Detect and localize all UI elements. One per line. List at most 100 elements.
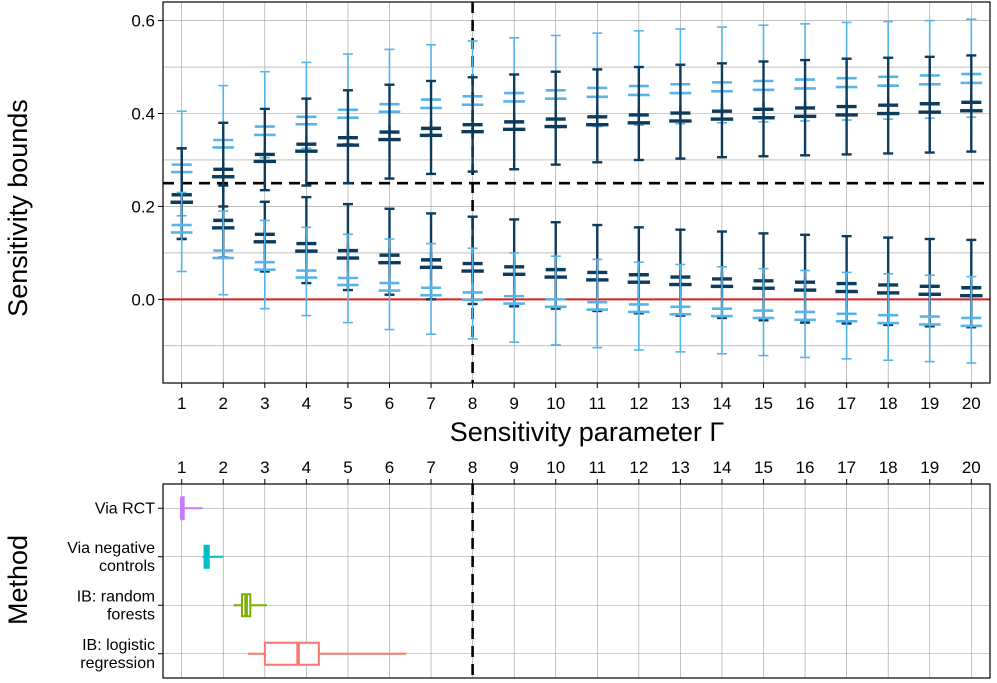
x-tick-label: 3: [260, 458, 269, 477]
y-tick-label: 0.6: [131, 12, 155, 31]
x-tick-label: 10: [546, 394, 565, 413]
box-lower-light: [752, 267, 775, 357]
box-body: [212, 256, 235, 260]
box-upper-dark: [253, 107, 277, 192]
x-tick-label: 7: [426, 458, 435, 477]
box-lower-light: [918, 274, 941, 363]
box-body: [711, 314, 733, 318]
method-label: IB: random forests: [77, 588, 155, 623]
box-lower-light: [711, 266, 733, 355]
x-tick-label: 5: [343, 394, 352, 413]
method-box: [202, 544, 224, 569]
box-upper-dark: [544, 70, 567, 166]
x-tick-label: 12: [629, 394, 648, 413]
y-tick-label: 0.0: [131, 290, 155, 309]
box-body: [502, 127, 526, 132]
x-tick-label: 15: [754, 394, 773, 413]
box-lower-light: [503, 252, 525, 343]
box-body: [586, 122, 609, 127]
bottom-panel: 1 2 3 4 5 6 7 8 9 10 11 12 13 14 15 16 17 18 19 20 Via RCTV…: [3, 458, 991, 679]
box-upper-dark: [876, 56, 900, 155]
box-body: [461, 129, 484, 134]
method-box: [179, 496, 203, 521]
method-label-line: IB: random: [77, 588, 155, 605]
x-tick-label: 2: [219, 458, 228, 477]
method-label: Via negative controls: [67, 540, 155, 575]
method-box: [248, 641, 407, 666]
method-labels: Via RCT Via negative controls IB: random for…: [67, 500, 163, 672]
x-tick-label: 8: [468, 394, 477, 413]
x-axis-label: Sensitivity parameter Γ: [450, 417, 725, 447]
x-tick-label: 6: [385, 394, 394, 413]
box-lower-light: [295, 226, 318, 317]
box-body: [835, 113, 858, 117]
box-upper-dark: [336, 89, 360, 185]
box-body: [752, 316, 775, 320]
box-body: [960, 324, 983, 328]
box-body: [835, 319, 858, 323]
box-lower-light: [378, 238, 401, 331]
x-tick-label: 1: [177, 458, 186, 477]
y-axis-label: Sensitivity bounds: [3, 99, 33, 317]
box-lower-light: [212, 210, 235, 296]
box-lower-light: [628, 261, 650, 351]
box-body: [254, 268, 276, 271]
method-box: [233, 593, 267, 618]
box-body: [544, 124, 567, 129]
box-body: [710, 117, 734, 121]
box-upper-dark: [752, 60, 775, 158]
box-body: [876, 111, 900, 116]
box-upper-dark: [502, 73, 526, 171]
box-upper-dark: [710, 62, 734, 159]
box-upper-dark: [378, 83, 401, 180]
x-tick-label: 11: [588, 394, 606, 413]
box-lower-light: [794, 269, 816, 359]
box-body: [752, 116, 775, 120]
box-lower-light: [960, 275, 983, 364]
box-body: [628, 310, 650, 314]
box-lower-light: [877, 273, 899, 362]
x-tick-label: 13: [671, 458, 690, 477]
x-tick-label: 4: [302, 394, 311, 413]
x-tick-label: 17: [837, 394, 856, 413]
box-body: [794, 318, 816, 322]
x-tick-label: 13: [671, 394, 690, 413]
box-upper-dark: [960, 54, 983, 153]
x-tick-label: 1: [177, 394, 186, 413]
bottom-x-ticks: 1 2 3 4 5 6 7 8 9 10 11 12 13 14 15 16 17 18 19 20: [177, 458, 981, 484]
x-tick-label: 8: [468, 458, 477, 477]
box-body: [461, 298, 484, 302]
y-tick-label: 0.2: [131, 197, 155, 216]
method-label: Via RCT: [95, 500, 155, 517]
box-upper-dark: [669, 63, 692, 160]
box-body: [378, 137, 401, 142]
box-body: [669, 119, 692, 123]
y-tick-label: 0.4: [131, 105, 155, 124]
box-upper-dark: [586, 68, 609, 164]
box-upper-dark: [419, 79, 443, 176]
box-upper-dark: [627, 65, 651, 162]
box-upper-dark: [835, 57, 858, 156]
x-tick-label: 17: [837, 458, 856, 477]
x-tick-label: 16: [796, 394, 815, 413]
x-tick-label: 4: [302, 458, 311, 477]
method-label-line: Via negative: [67, 540, 155, 557]
x-tick-label: 14: [712, 394, 731, 413]
x-tick-label: 9: [509, 458, 518, 477]
bottom-plot-frame: [162, 483, 991, 679]
x-tick-label: 18: [879, 458, 898, 477]
box-body: [918, 110, 941, 114]
box-lower-light: [835, 271, 858, 360]
x-tick-label: 10: [546, 458, 565, 477]
box-body: [544, 305, 567, 309]
x-tick-label: 18: [879, 394, 898, 413]
box-upper-dark: [918, 55, 941, 154]
x-tick-label: 19: [920, 458, 939, 477]
box-body: [170, 231, 193, 234]
x-tick-label: 12: [629, 458, 648, 477]
box-lower-light: [544, 255, 567, 346]
box-lower-light: [170, 191, 193, 273]
box-body: [336, 143, 360, 147]
top-panel: 0.00.20.40.6 1 2 3 4 5 6 7 8 9 10 11 12 13 14 15 16 17 18…: [3, 1, 991, 447]
